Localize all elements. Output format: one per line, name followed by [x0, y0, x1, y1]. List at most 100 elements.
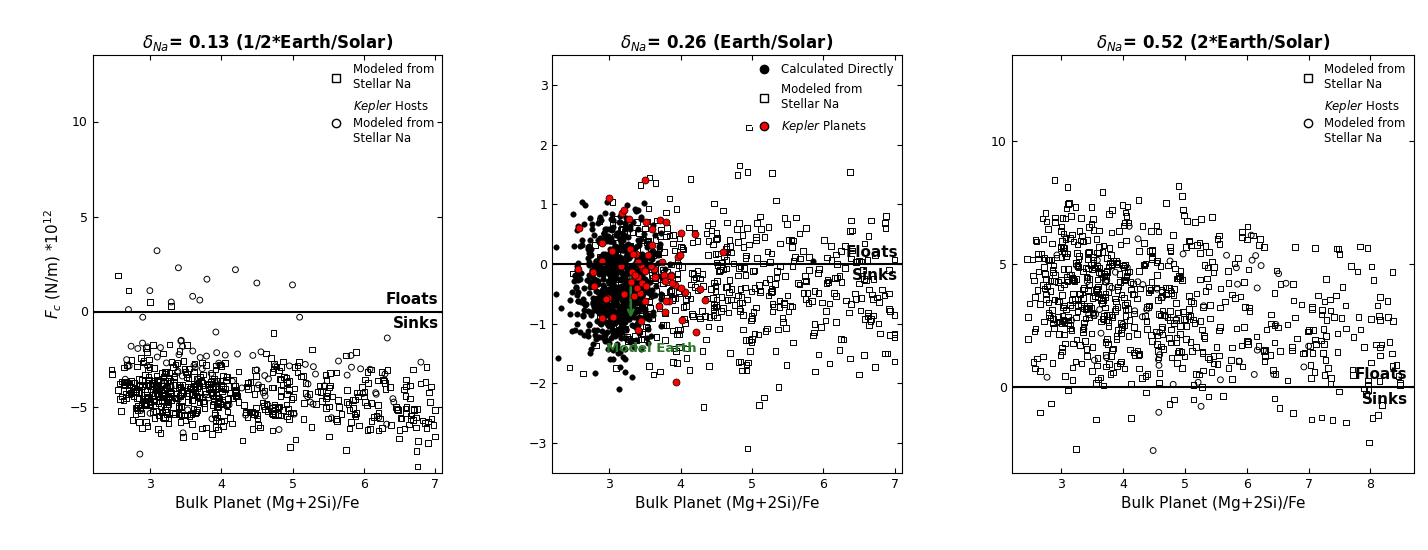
Point	[1052, 280, 1075, 289]
Point	[264, 403, 287, 411]
Point	[623, 322, 645, 331]
Point	[211, 395, 234, 404]
Point	[126, 394, 149, 403]
Point	[565, 266, 588, 274]
Point	[658, 231, 681, 240]
Point	[625, 323, 648, 332]
Point	[568, 275, 591, 284]
Point	[136, 400, 159, 409]
Point	[594, 263, 617, 272]
Point	[270, 375, 293, 384]
Point	[1097, 322, 1120, 331]
Point	[211, 384, 234, 393]
Point	[156, 410, 178, 419]
Point	[625, 255, 648, 263]
Point	[254, 405, 277, 414]
Point	[206, 348, 228, 357]
Point	[661, 326, 684, 335]
Point	[1147, 408, 1170, 417]
Point	[1145, 271, 1168, 279]
Point	[1042, 176, 1065, 185]
Point	[705, 300, 728, 309]
Point	[603, 275, 625, 284]
Point	[157, 397, 180, 406]
Point	[1131, 222, 1154, 230]
Point	[117, 386, 140, 394]
Point	[1115, 263, 1138, 272]
Point	[653, 272, 675, 281]
Point	[594, 317, 617, 326]
Point	[605, 229, 628, 238]
Point	[601, 198, 624, 207]
Point	[1152, 344, 1175, 353]
Point	[647, 249, 670, 257]
Point	[164, 389, 187, 398]
Point	[740, 287, 763, 296]
Point	[1240, 231, 1262, 240]
Point	[573, 306, 595, 315]
Point	[1074, 314, 1097, 323]
Point	[1022, 327, 1045, 336]
Point	[598, 321, 621, 329]
Point	[603, 314, 625, 322]
Point	[203, 375, 226, 383]
Point	[594, 287, 617, 296]
Point	[1145, 340, 1168, 349]
Point	[1050, 252, 1072, 261]
Point	[338, 405, 361, 414]
Point	[598, 271, 621, 279]
Point	[597, 294, 620, 302]
Point	[595, 327, 618, 336]
Point	[1100, 311, 1122, 320]
Point	[615, 313, 638, 322]
Point	[1107, 285, 1130, 294]
Point	[156, 395, 178, 404]
Point	[1100, 261, 1122, 270]
Point	[1058, 271, 1081, 279]
Point	[1017, 312, 1040, 321]
Point	[584, 331, 607, 339]
Point	[1122, 309, 1145, 318]
Point	[1054, 339, 1077, 348]
Point	[1042, 268, 1065, 277]
Point	[617, 337, 640, 345]
Point	[154, 367, 177, 376]
Point	[1285, 334, 1308, 343]
Point	[261, 426, 284, 435]
Point	[583, 230, 605, 239]
Point	[1277, 320, 1299, 329]
Point	[840, 300, 863, 309]
Point	[660, 287, 683, 295]
Point	[394, 392, 417, 401]
Point	[1058, 300, 1081, 309]
Point	[1041, 239, 1064, 248]
Point	[661, 239, 684, 248]
Point	[621, 287, 644, 296]
Point	[1162, 259, 1185, 268]
Point	[635, 243, 658, 252]
Point	[278, 415, 301, 424]
Point	[765, 266, 788, 275]
Point	[1055, 276, 1078, 284]
Point	[1172, 205, 1195, 214]
Point	[216, 372, 238, 381]
Point	[141, 379, 164, 388]
Point	[1037, 255, 1060, 264]
Point	[1105, 297, 1128, 306]
Point	[723, 301, 745, 310]
Point	[116, 378, 139, 387]
Point	[231, 436, 254, 445]
Point	[207, 398, 230, 406]
Point	[129, 404, 151, 412]
Point	[598, 251, 621, 260]
Point	[668, 251, 691, 260]
Point	[1048, 297, 1071, 306]
Point	[635, 278, 658, 287]
Point	[123, 388, 146, 397]
Point	[611, 243, 634, 251]
Point	[1095, 266, 1118, 275]
Point	[194, 387, 217, 395]
Point	[784, 253, 807, 262]
Point	[595, 261, 618, 270]
Point	[1309, 336, 1332, 345]
